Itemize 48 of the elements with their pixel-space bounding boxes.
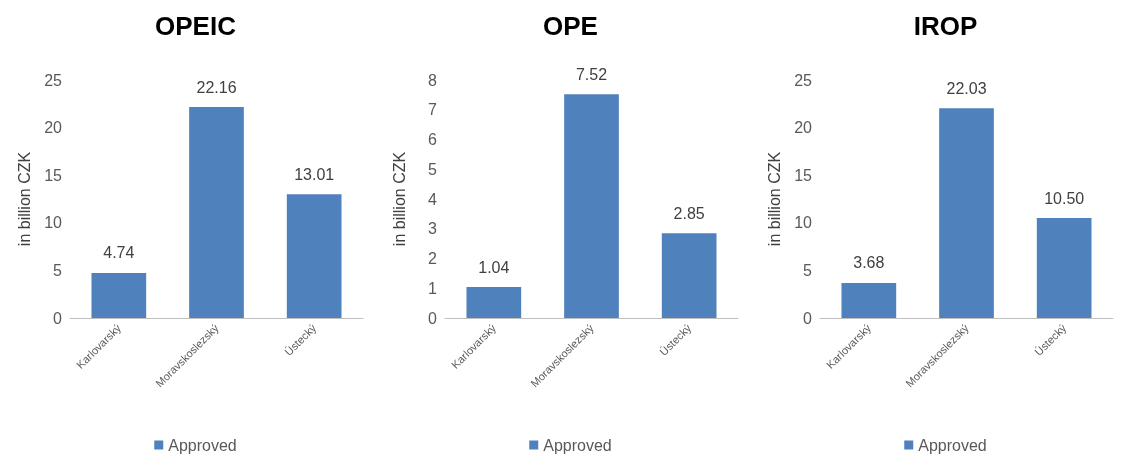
y-tick-label: 4 bbox=[428, 190, 438, 208]
text: 7.52 bbox=[575, 65, 608, 83]
y-tick-label: 10 bbox=[44, 214, 63, 232]
y-tick-label: 5 bbox=[53, 261, 63, 279]
y-tick-label: 8 bbox=[428, 71, 438, 89]
y-tick-label: 0 bbox=[53, 309, 63, 327]
y-tick-label: 0 bbox=[428, 309, 438, 327]
text: 13.01 bbox=[294, 165, 335, 183]
text: 22.03 bbox=[946, 79, 987, 97]
bar bbox=[466, 287, 522, 318]
y-tick-label: 5 bbox=[428, 160, 438, 178]
chart-title: OPEIC bbox=[155, 11, 237, 41]
y-tick-label: 3 bbox=[428, 220, 438, 238]
chart-title: OPE bbox=[543, 11, 598, 41]
text: 1.04 bbox=[478, 258, 510, 276]
bar bbox=[91, 272, 147, 318]
y-tick-label: 7 bbox=[428, 101, 438, 119]
y-tick-label: 6 bbox=[428, 131, 438, 148]
text: 3.68 bbox=[853, 254, 885, 272]
text: 4.74 bbox=[103, 244, 135, 262]
chart-title: IROP bbox=[913, 11, 978, 41]
legend-label: Approved bbox=[168, 436, 237, 454]
text: 10.50 bbox=[1044, 189, 1085, 207]
y-tick-label: 25 bbox=[44, 71, 63, 89]
bar bbox=[286, 194, 342, 318]
legend-label: Approved bbox=[918, 436, 987, 454]
y-tick-label: 25 bbox=[794, 71, 813, 89]
text: 2.85 bbox=[673, 204, 705, 222]
y-tick-label: 2 bbox=[428, 250, 438, 267]
bar bbox=[661, 233, 717, 318]
bar bbox=[841, 282, 897, 318]
bar bbox=[939, 108, 994, 318]
y-axis-title: in billion CZK bbox=[390, 151, 408, 247]
y-tick-label: 20 bbox=[794, 119, 813, 137]
bar bbox=[189, 107, 244, 318]
text: 22.16 bbox=[196, 78, 237, 96]
y-tick-label: 10 bbox=[794, 214, 813, 232]
y-tick-label: 20 bbox=[44, 119, 63, 137]
y-axis-title: in billion CZK bbox=[765, 151, 783, 247]
y-tick-label: 1 bbox=[428, 279, 438, 297]
y-tick-label: 15 bbox=[794, 166, 813, 184]
legend-label: Approved bbox=[543, 436, 612, 454]
y-axis-title: in billion CZK bbox=[15, 151, 33, 247]
y-tick-label: 15 bbox=[44, 166, 63, 184]
y-tick-label: 0 bbox=[803, 309, 813, 327]
y-tick-label: 5 bbox=[803, 261, 813, 279]
bar bbox=[564, 94, 619, 318]
bar bbox=[1036, 218, 1092, 318]
